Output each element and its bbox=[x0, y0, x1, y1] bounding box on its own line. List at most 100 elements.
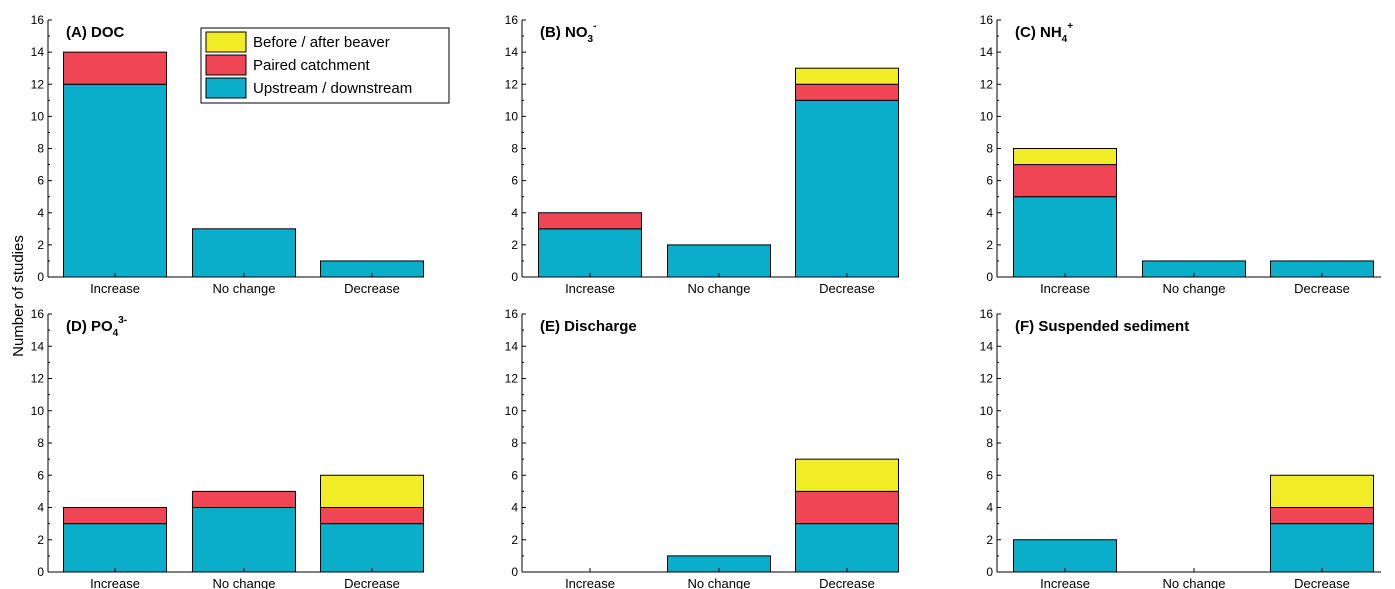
y-tick-label: 6 bbox=[986, 174, 993, 188]
y-tick-label: 10 bbox=[505, 109, 519, 123]
panel-title: (F) Suspended sediment bbox=[1015, 318, 1189, 335]
bar-segment bbox=[1013, 196, 1117, 278]
panel-6: 0 2 4 6 8 10 12 14 16 Increase No change Decrease (F… bbox=[980, 307, 1381, 589]
panel-title: (E) Discharge bbox=[540, 318, 637, 335]
x-tick-label: Decrease bbox=[819, 576, 875, 589]
bar-segment bbox=[63, 83, 167, 278]
x-tick-label: No change bbox=[1163, 281, 1226, 296]
y-tick-label: 16 bbox=[980, 307, 994, 321]
panel-title: (A) DOC bbox=[66, 24, 124, 41]
x-tick-label: Decrease bbox=[819, 281, 875, 296]
y-tick-label: 16 bbox=[505, 307, 519, 321]
bar-segment bbox=[795, 490, 899, 525]
y-tick-label: 6 bbox=[37, 174, 44, 188]
y-tick-label: 10 bbox=[31, 109, 45, 123]
x-tick-label: Decrease bbox=[344, 281, 400, 296]
y-tick-label: 2 bbox=[511, 533, 518, 547]
x-tick-label: No change bbox=[213, 576, 276, 589]
y-tick-label: 14 bbox=[505, 45, 519, 59]
y-tick-label: 12 bbox=[31, 372, 45, 386]
y-tick-label: 10 bbox=[980, 404, 994, 418]
y-tick-label: 4 bbox=[511, 501, 518, 515]
y-tick-label: 14 bbox=[980, 339, 994, 353]
bar-segment bbox=[667, 244, 771, 278]
y-tick-label: 2 bbox=[986, 238, 993, 252]
y-tick-label: 14 bbox=[980, 45, 994, 59]
legend-label: Before / after beaver bbox=[253, 34, 390, 51]
bar-segment bbox=[1270, 507, 1374, 525]
bar-segment bbox=[63, 523, 167, 573]
y-tick-label: 14 bbox=[505, 339, 519, 353]
bar-segment bbox=[795, 523, 899, 573]
panel-1: 0 2 4 6 8 10 12 14 16 Increase No change Decrease (A… bbox=[31, 13, 424, 296]
x-tick-label: Increase bbox=[565, 576, 615, 589]
y-tick-label: 4 bbox=[37, 501, 44, 515]
y-tick-label: 0 bbox=[511, 565, 518, 579]
y-tick-label: 0 bbox=[986, 565, 993, 579]
panel-3: 0 2 4 6 8 10 12 14 16 Increase No change Decrease (C… bbox=[980, 13, 1381, 296]
legend-label: Paired catchment bbox=[253, 57, 371, 74]
bar-segment bbox=[192, 490, 296, 508]
y-tick-label: 12 bbox=[980, 372, 994, 386]
y-tick-label: 8 bbox=[986, 436, 993, 450]
legend-label: Upstream / downstream bbox=[253, 80, 412, 97]
panel-2: 0 2 4 6 8 10 12 14 16 Increase No change Decrease (B… bbox=[505, 13, 899, 296]
y-tick-label: 2 bbox=[986, 533, 993, 547]
bar-segment bbox=[192, 228, 296, 278]
y-tick-label: 14 bbox=[31, 339, 45, 353]
y-tick-label: 10 bbox=[31, 404, 45, 418]
legend: Before / after beaver Paired catchment Ups… bbox=[200, 27, 450, 104]
y-tick-label: 16 bbox=[505, 13, 519, 27]
x-tick-label: Increase bbox=[1040, 576, 1090, 589]
y-tick-label: 8 bbox=[37, 142, 44, 156]
y-tick-label: 8 bbox=[37, 436, 44, 450]
x-tick-label: Increase bbox=[1040, 281, 1090, 296]
y-tick-label: 4 bbox=[511, 206, 518, 220]
y-tick-label: 16 bbox=[31, 307, 45, 321]
y-tick-label: 10 bbox=[505, 404, 519, 418]
bar-segment bbox=[538, 228, 642, 278]
x-tick-label: No change bbox=[213, 281, 276, 296]
x-tick-label: Increase bbox=[565, 281, 615, 296]
panel-title: (D) PO43- bbox=[66, 315, 127, 339]
legend-swatch bbox=[205, 77, 247, 99]
panel-title: (C) NH4+ bbox=[1015, 21, 1073, 45]
x-tick-label: Increase bbox=[90, 281, 140, 296]
y-tick-label: 6 bbox=[511, 468, 518, 482]
y-tick-label: 12 bbox=[31, 77, 45, 91]
y-tick-label: 6 bbox=[37, 468, 44, 482]
bar-segment bbox=[795, 67, 899, 85]
y-tick-label: 12 bbox=[980, 77, 994, 91]
x-tick-label: Increase bbox=[90, 576, 140, 589]
x-tick-label: No change bbox=[688, 576, 751, 589]
y-tick-label: 2 bbox=[511, 238, 518, 252]
bar-segment bbox=[795, 458, 899, 492]
y-tick-label: 16 bbox=[31, 13, 45, 27]
y-tick-label: 2 bbox=[37, 238, 44, 252]
bar-segment bbox=[1013, 164, 1117, 198]
bar-segment bbox=[1013, 148, 1117, 166]
y-tick-label: 14 bbox=[31, 45, 45, 59]
y-tick-label: 12 bbox=[505, 77, 519, 91]
bar-segment bbox=[320, 474, 424, 508]
bar-segment bbox=[1270, 474, 1374, 508]
bar-segment bbox=[795, 83, 899, 101]
bar-segment bbox=[192, 507, 296, 573]
x-tick-label: Decrease bbox=[1294, 576, 1350, 589]
bar-segment bbox=[1270, 523, 1374, 573]
legend-swatch bbox=[205, 31, 247, 53]
bar-segment bbox=[795, 99, 899, 278]
y-tick-label: 4 bbox=[37, 206, 44, 220]
x-tick-label: No change bbox=[1163, 576, 1226, 589]
bar-segment bbox=[63, 507, 167, 525]
y-tick-label: 6 bbox=[986, 468, 993, 482]
bar-segment bbox=[320, 523, 424, 573]
panel-5: 0 2 4 6 8 10 12 14 16 Increase No change Decrease (E… bbox=[505, 307, 899, 589]
x-tick-label: Decrease bbox=[344, 576, 400, 589]
legend-swatch bbox=[205, 54, 247, 76]
y-tick-label: 0 bbox=[986, 270, 993, 284]
y-tick-label: 2 bbox=[37, 533, 44, 547]
y-tick-label: 0 bbox=[37, 270, 44, 284]
y-tick-label: 8 bbox=[986, 142, 993, 156]
